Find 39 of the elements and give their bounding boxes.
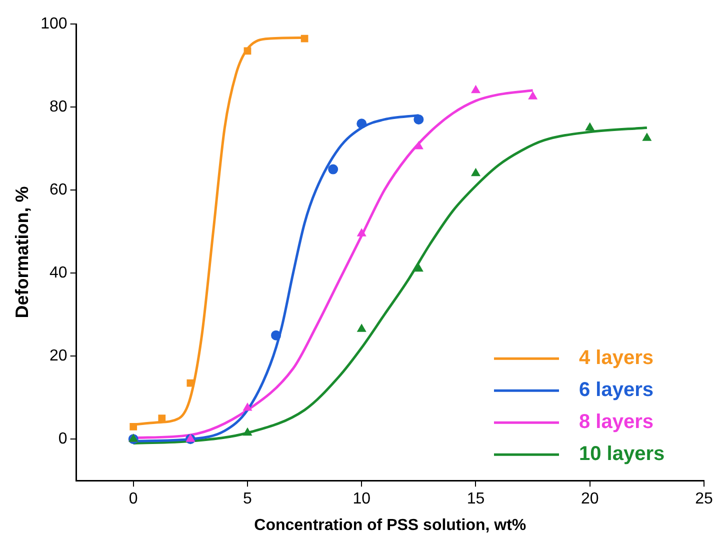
x-tick-label: 0 — [128, 490, 138, 508]
point — [130, 422, 138, 430]
x-tick-label: 20 — [580, 490, 599, 508]
point — [328, 164, 338, 174]
point — [243, 428, 252, 436]
y-tick-label: 20 — [50, 347, 68, 364]
point — [585, 122, 594, 131]
x-tick-label: 25 — [695, 490, 713, 508]
point — [414, 114, 424, 124]
point — [528, 92, 538, 100]
y-tick-label: 80 — [50, 98, 68, 116]
point — [271, 330, 282, 340]
y-tick-label: 0 — [58, 430, 68, 448]
point — [158, 414, 166, 422]
legend-label: 6 layers — [579, 379, 654, 402]
x-tick-label: 15 — [466, 490, 485, 508]
x-tick-label: 10 — [352, 490, 371, 508]
y-tick-label: 100 — [40, 15, 68, 32]
y-axis-title: Deformation, % — [12, 186, 32, 318]
point — [414, 141, 424, 150]
x-tick-label: 5 — [243, 490, 252, 508]
y-tick-label: 40 — [50, 264, 68, 282]
point — [471, 85, 480, 94]
point — [186, 379, 194, 387]
point — [244, 47, 252, 55]
point — [642, 133, 652, 141]
point — [414, 264, 424, 272]
point — [357, 228, 366, 236]
legend-label: 8 layers — [579, 411, 654, 434]
point — [356, 118, 367, 129]
x-axis-title: Concentration of PSS solution, wt% — [254, 516, 526, 534]
point — [186, 434, 195, 442]
legend-label: 4 layers — [579, 347, 654, 370]
point — [300, 34, 308, 42]
legend-label: 10 layers — [579, 443, 665, 466]
point — [243, 402, 252, 411]
point — [357, 324, 366, 332]
y-tick-label: 60 — [50, 181, 68, 198]
point — [471, 168, 480, 176]
